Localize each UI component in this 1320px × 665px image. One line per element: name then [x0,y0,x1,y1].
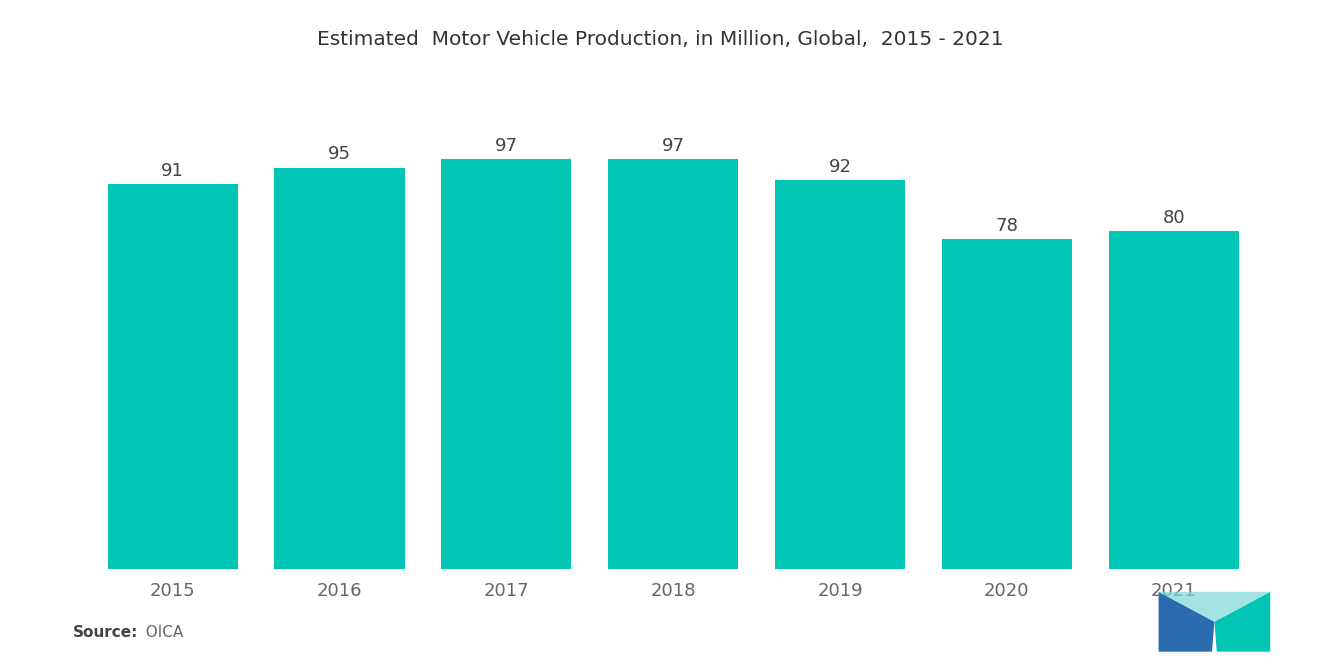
Text: 80: 80 [1163,209,1185,227]
Polygon shape [1159,592,1214,652]
Bar [108,184,238,569]
Polygon shape [1159,592,1270,622]
Bar [441,159,572,569]
Bar [1109,231,1238,569]
Text: Estimated  Motor Vehicle Production, in Million, Global,  2015 - 2021: Estimated Motor Vehicle Production, in M… [317,30,1003,49]
Text: 97: 97 [661,137,685,155]
Bar [941,239,1072,569]
Text: 91: 91 [161,162,183,180]
Text: 92: 92 [829,158,851,176]
Bar [775,180,906,569]
Bar [609,159,738,569]
Text: 95: 95 [329,146,351,164]
Text: Source:: Source: [73,624,139,640]
Text: 97: 97 [495,137,517,155]
Text: OICA: OICA [136,624,183,640]
Bar [275,168,405,569]
Text: 78: 78 [995,217,1018,235]
Polygon shape [1214,592,1270,652]
